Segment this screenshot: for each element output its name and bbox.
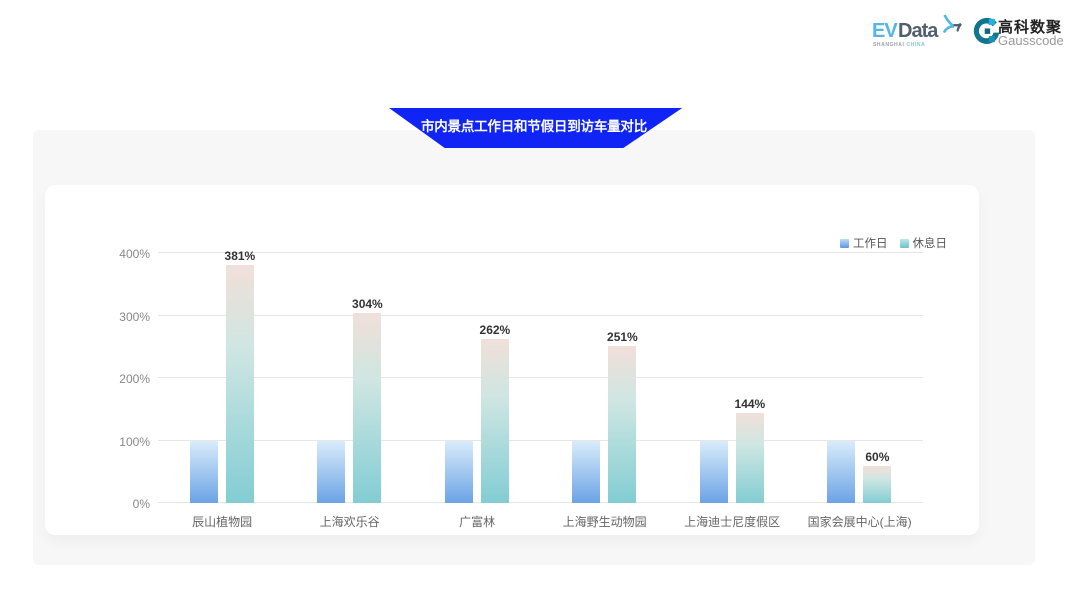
svg-text:EV: EV [873, 20, 898, 42]
svg-text:SHANGHAI CHINA: SHANGHAI CHINA [873, 42, 925, 48]
svg-text:Data: Data [898, 20, 939, 42]
svg-text:Gausscode: Gausscode [998, 33, 1064, 48]
